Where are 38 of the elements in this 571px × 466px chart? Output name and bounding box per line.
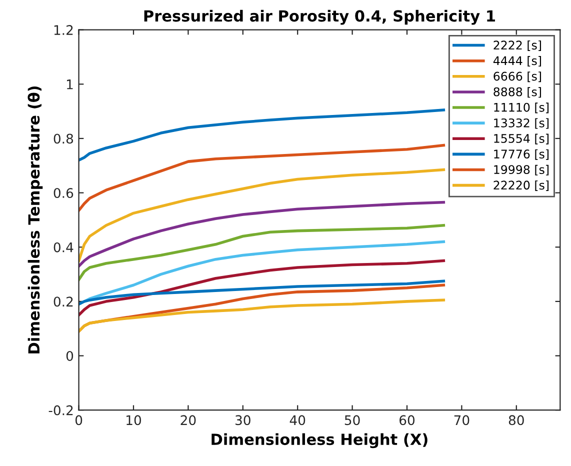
- legend-label: 19998 [s]: [494, 164, 549, 176]
- chart-title: Pressurized air Porosity 0.4, Sphericity 1: [144, 10, 495, 25]
- line-series: [78, 259, 446, 316]
- y-tick-label: 0.6: [54, 188, 74, 198]
- x-tick-label: 30: [236, 415, 250, 426]
- line-series: [78, 108, 446, 162]
- legend-label: 2222 [s]: [494, 40, 541, 51]
- y-tick-label: 1: [66, 80, 73, 90]
- y-tick-label: 0.2: [54, 296, 73, 307]
- legend-label: 6666 [s]: [494, 72, 541, 82]
- legend-label: 17776 [s]: [494, 149, 549, 160]
- x-tick-label: 10: [126, 415, 142, 426]
- legend-label: 13332 [s]: [494, 118, 549, 129]
- y-tick-label: 0: [66, 350, 74, 361]
- y-tick-label: 0.8: [54, 134, 74, 144]
- line-series: [78, 280, 446, 306]
- y-tick-label: 1.2: [54, 25, 73, 35]
- line-series: [78, 144, 446, 212]
- legend-label: 8888 [s]: [494, 87, 541, 98]
- x-tick-label: 0: [75, 415, 82, 426]
- x-tick-label: 50: [344, 415, 360, 426]
- legend-label: 22220 [s]: [494, 180, 549, 191]
- y-axis-title: Dimensionless Temperature (θ): [28, 86, 43, 354]
- legend-label: 4444 [s]: [493, 56, 541, 67]
- x-tick-label: 80: [508, 415, 524, 426]
- x-tick-label: 40: [290, 415, 306, 426]
- y-tick-label: -0.2: [48, 405, 73, 416]
- legend-label: 11110 [s]: [494, 102, 549, 114]
- line-series: [78, 298, 446, 333]
- line-series: [78, 224, 446, 282]
- legend-label: 15554 [s]: [494, 134, 549, 144]
- y-tick-label: 0.4: [54, 242, 74, 252]
- x-tick-label: 60: [400, 415, 415, 426]
- line-series: [78, 200, 446, 268]
- x-axis-title: Dimensionless Height (X): [212, 433, 428, 448]
- x-tick-label: 20: [180, 415, 196, 426]
- line-series: [78, 168, 446, 262]
- x-tick-label: 70: [454, 415, 470, 426]
